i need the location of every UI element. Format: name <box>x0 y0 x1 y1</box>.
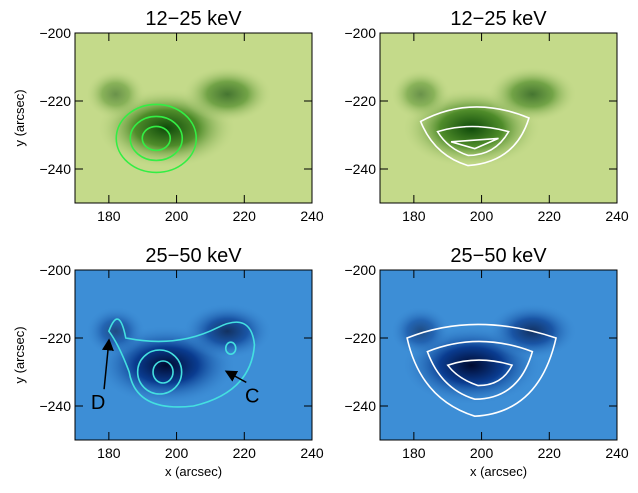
y-tick-label: −240 <box>39 161 71 177</box>
y-axis-label: y (arcsec) <box>12 89 27 146</box>
blob <box>182 303 273 360</box>
blob <box>390 306 451 357</box>
x-tick-label: 240 <box>300 445 324 461</box>
image <box>75 270 312 440</box>
panel-title: 25−50 keV <box>145 245 242 267</box>
x-tick-label: 240 <box>300 208 324 224</box>
panel-title: 25−50 keV <box>450 245 547 267</box>
x-axis-label: x (arcsec) <box>470 464 527 479</box>
blob <box>487 66 578 123</box>
x-tick-label: 180 <box>97 445 121 461</box>
y-tick-label: −200 <box>39 262 71 278</box>
annotation: D <box>91 392 105 414</box>
image <box>380 33 617 203</box>
contour <box>136 349 183 395</box>
contour <box>450 137 499 150</box>
blob <box>390 69 451 120</box>
x-tick-label: 200 <box>165 208 189 224</box>
y-tick-label: −240 <box>344 398 376 414</box>
y-tick-label: −200 <box>344 262 376 278</box>
y-tick-label: −240 <box>39 398 71 414</box>
x-tick-label: 220 <box>233 208 257 224</box>
image <box>380 270 617 440</box>
y-axis-label: y (arcsec) <box>12 326 27 383</box>
contour <box>152 360 174 384</box>
y-tick-label: −200 <box>344 25 376 41</box>
y-tick-label: −200 <box>39 25 71 41</box>
blob <box>182 66 273 123</box>
contour <box>115 103 198 174</box>
x-tick-label: 200 <box>470 208 494 224</box>
x-tick-label: 220 <box>538 208 562 224</box>
contour <box>406 323 557 418</box>
y-tick-label: −220 <box>39 330 71 346</box>
x-tick-label: 220 <box>233 445 257 461</box>
contour <box>446 359 514 387</box>
axes-frame <box>379 269 618 441</box>
annotation: C <box>245 385 259 407</box>
annotation-arrow <box>224 370 247 384</box>
contour <box>436 125 510 157</box>
x-tick-label: 240 <box>605 208 629 224</box>
annotation-arrow <box>101 338 114 390</box>
y-tick-label: −220 <box>344 330 376 346</box>
image <box>75 33 312 203</box>
y-tick-label: −220 <box>39 93 71 109</box>
contour <box>419 106 530 167</box>
contour <box>129 115 184 162</box>
contour <box>107 318 256 408</box>
x-tick-label: 180 <box>402 445 426 461</box>
x-tick-label: 200 <box>470 445 494 461</box>
y-tick-label: −220 <box>344 93 376 109</box>
y-tick-label: −240 <box>344 161 376 177</box>
x-tick-label: 240 <box>605 445 629 461</box>
axes-frame <box>379 32 618 204</box>
blob <box>85 69 146 120</box>
x-tick-label: 180 <box>402 208 426 224</box>
x-axis-label: x (arcsec) <box>165 464 222 479</box>
x-tick-label: 180 <box>97 208 121 224</box>
x-tick-label: 220 <box>538 445 562 461</box>
contour <box>426 340 534 401</box>
blob <box>85 306 146 357</box>
x-tick-label: 200 <box>165 445 189 461</box>
panel-title: 12−25 keV <box>450 8 547 30</box>
panel-title: 12−25 keV <box>145 8 242 30</box>
axes-frame <box>74 32 313 204</box>
axes-frame <box>74 269 313 441</box>
contour <box>224 341 237 356</box>
contour <box>141 125 172 152</box>
